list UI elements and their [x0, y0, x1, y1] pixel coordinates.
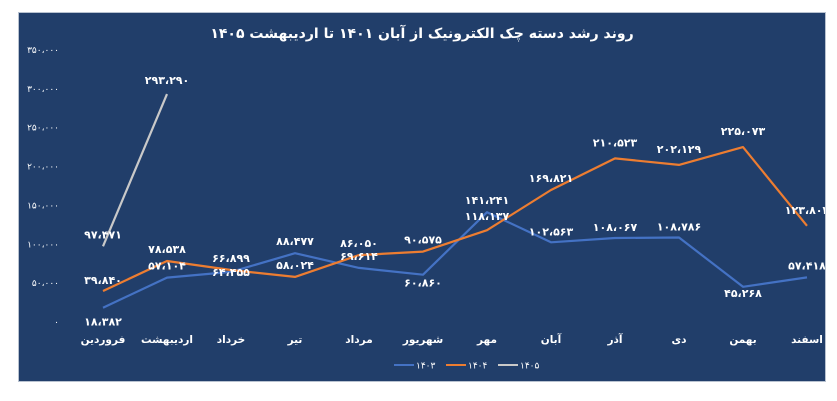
data-labels: ۱۸،۳۸۲ ۵۷،۱۰۴ ۶۴،۴۵۵ ۸۸،۴۷۷ ۶۹،۶۱۴ ۶۰،۸۶۰ ۱۴۱،… — [84, 74, 825, 329]
y-tick-label: ۱۵۰،۰۰۰ — [27, 201, 59, 211]
data-label: ۷۸،۵۳۸ — [148, 243, 186, 256]
x-category-label: تیر — [287, 334, 303, 346]
x-category-label: آذر — [606, 333, 622, 346]
data-label: ۱۸،۳۸۲ — [84, 316, 122, 329]
x-category-label: دی — [671, 334, 687, 346]
data-label: ۴۵،۲۶۸ — [724, 287, 762, 300]
legend: ۱۴۰۳ ۱۴۰۴ ۱۴۰۵ — [394, 362, 540, 372]
x-category-label: شهریور — [402, 334, 443, 346]
data-label: ۹۷،۴۷۱ — [84, 228, 122, 241]
data-label: ۱۲۳،۸۰۲ — [785, 204, 825, 217]
x-category-label: خرداد — [217, 334, 245, 346]
series-line — [102, 211, 808, 309]
legend-label: ۱۴۰۵ — [520, 362, 540, 372]
data-label: ۶۴،۴۵۵ — [212, 266, 250, 279]
series-line — [102, 146, 808, 292]
data-label: ۶۶،۸۹۹ — [212, 252, 250, 265]
data-label: ۵۸،۰۲۴ — [276, 259, 314, 272]
line-chart: روند رشد دسته چک الکترونیک از آبان ۱۴۰۱ … — [27, 24, 825, 372]
x-axis-categories: فروردین اردیبهشت خرداد تیر مرداد شهریور مهر آبا… — [81, 333, 823, 346]
x-category-label: اسفند — [791, 334, 823, 346]
data-label: ۱۰۸،۰۶۷ — [593, 221, 638, 234]
y-tick-label: ۳۰۰،۰۰۰ — [27, 85, 59, 95]
y-tick-label: ۰ — [54, 318, 59, 328]
data-label: ۱۶۹،۸۲۱ — [529, 172, 573, 185]
data-label: ۵۷،۱۰۴ — [148, 260, 186, 273]
data-label: ۸۸،۴۷۷ — [276, 235, 314, 248]
data-label: ۲۹۳،۲۹۰ — [145, 74, 189, 87]
y-axis-ticks: ۰ ۵۰،۰۰۰ ۱۰۰،۰۰۰ ۱۵۰،۰۰۰ ۲۰۰،۰۰۰ ۲۵۰،۰۰۰ ۳۰۰،۰… — [27, 46, 59, 328]
y-tick-label: ۲۰۰،۰۰۰ — [27, 163, 59, 173]
series-line — [101, 93, 169, 247]
data-label: ۲۰۲،۱۲۹ — [657, 143, 702, 156]
legend-label: ۱۴۰۴ — [468, 362, 488, 372]
x-category-label: فروردین — [81, 334, 126, 346]
data-label: ۱۰۸،۷۸۶ — [657, 220, 701, 233]
data-label: ۹۰،۵۷۵ — [404, 234, 442, 247]
x-category-label: مهر — [476, 334, 497, 346]
x-category-label: آبان — [541, 333, 562, 346]
data-label: ۶۹،۶۱۴ — [340, 250, 378, 263]
data-label: ۳۹،۸۴۰ — [84, 274, 122, 287]
y-tick-label: ۲۵۰،۰۰۰ — [27, 124, 59, 134]
x-category-label: مرداد — [345, 334, 372, 346]
series-lines — [101, 93, 808, 309]
y-tick-label: ۵۰،۰۰۰ — [32, 279, 59, 289]
chart-title: روند رشد دسته چک الکترونیک از آبان ۱۴۰۱ … — [210, 24, 633, 42]
chart-frame: روند رشد دسته چک الکترونیک از آبان ۱۴۰۱ … — [18, 12, 826, 382]
data-label: ۱۱۸،۱۳۷ — [465, 210, 510, 223]
x-category-label: بهمن — [729, 334, 756, 346]
x-category-label: اردیبهشت — [141, 334, 193, 346]
data-label: ۱۴۱،۲۴۱ — [465, 194, 509, 207]
y-tick-label: ۳۵۰،۰۰۰ — [27, 46, 59, 56]
data-label: ۶۰،۸۶۰ — [404, 277, 442, 290]
data-label: ۲۱۰،۵۲۳ — [593, 136, 638, 149]
legend-label: ۱۴۰۳ — [416, 362, 436, 372]
data-label: ۸۶،۰۵۰ — [340, 237, 378, 250]
data-label: ۵۷،۴۱۸ — [788, 259, 825, 272]
data-label: ۱۰۲،۵۶۳ — [529, 225, 574, 238]
data-label: ۲۲۵،۰۷۳ — [721, 125, 766, 138]
y-tick-label: ۱۰۰،۰۰۰ — [27, 240, 59, 250]
